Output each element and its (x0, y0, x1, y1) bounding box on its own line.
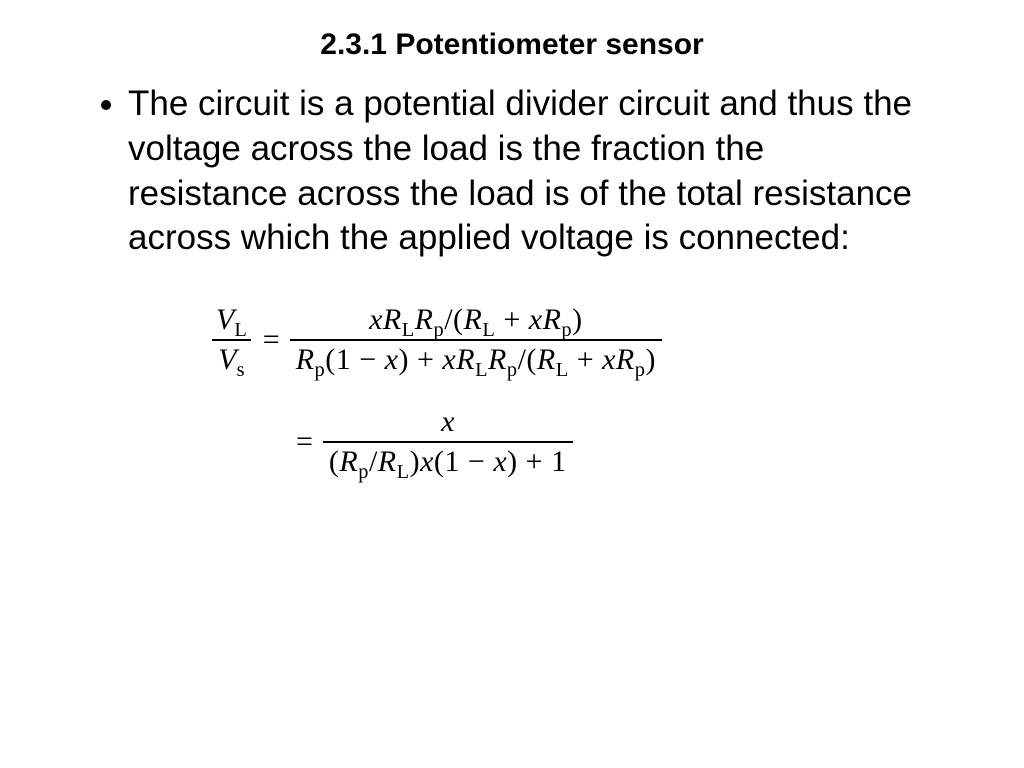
equals-sign: = (286, 425, 323, 459)
section-title: 2.3.1 Potentiometer sensor (40, 28, 984, 62)
equation-block: VL Vs = xRLRp/(RL + xRp) Rp(1 − x) + xRL… (40, 303, 984, 479)
rhs-fraction-2: x (Rp/RL)x(1 − x) + 1 (323, 405, 573, 479)
bullet-item: The circuit is a potential divider circu… (128, 82, 924, 261)
bullet-list: The circuit is a potential divider circu… (40, 82, 924, 261)
equation-line-1: VL Vs = xRLRp/(RL + xRp) Rp(1 − x) + xRL… (210, 303, 984, 377)
equals-sign: = (253, 323, 290, 357)
lhs-fraction: VL Vs (210, 303, 253, 377)
rhs-fraction-1: xRLRp/(RL + xRp) Rp(1 − x) + xRLRp/(RL +… (290, 303, 662, 377)
equation-line-2: = x (Rp/RL)x(1 − x) + 1 (210, 405, 984, 479)
slide: 2.3.1 Potentiometer sensor The circuit i… (0, 0, 1024, 768)
